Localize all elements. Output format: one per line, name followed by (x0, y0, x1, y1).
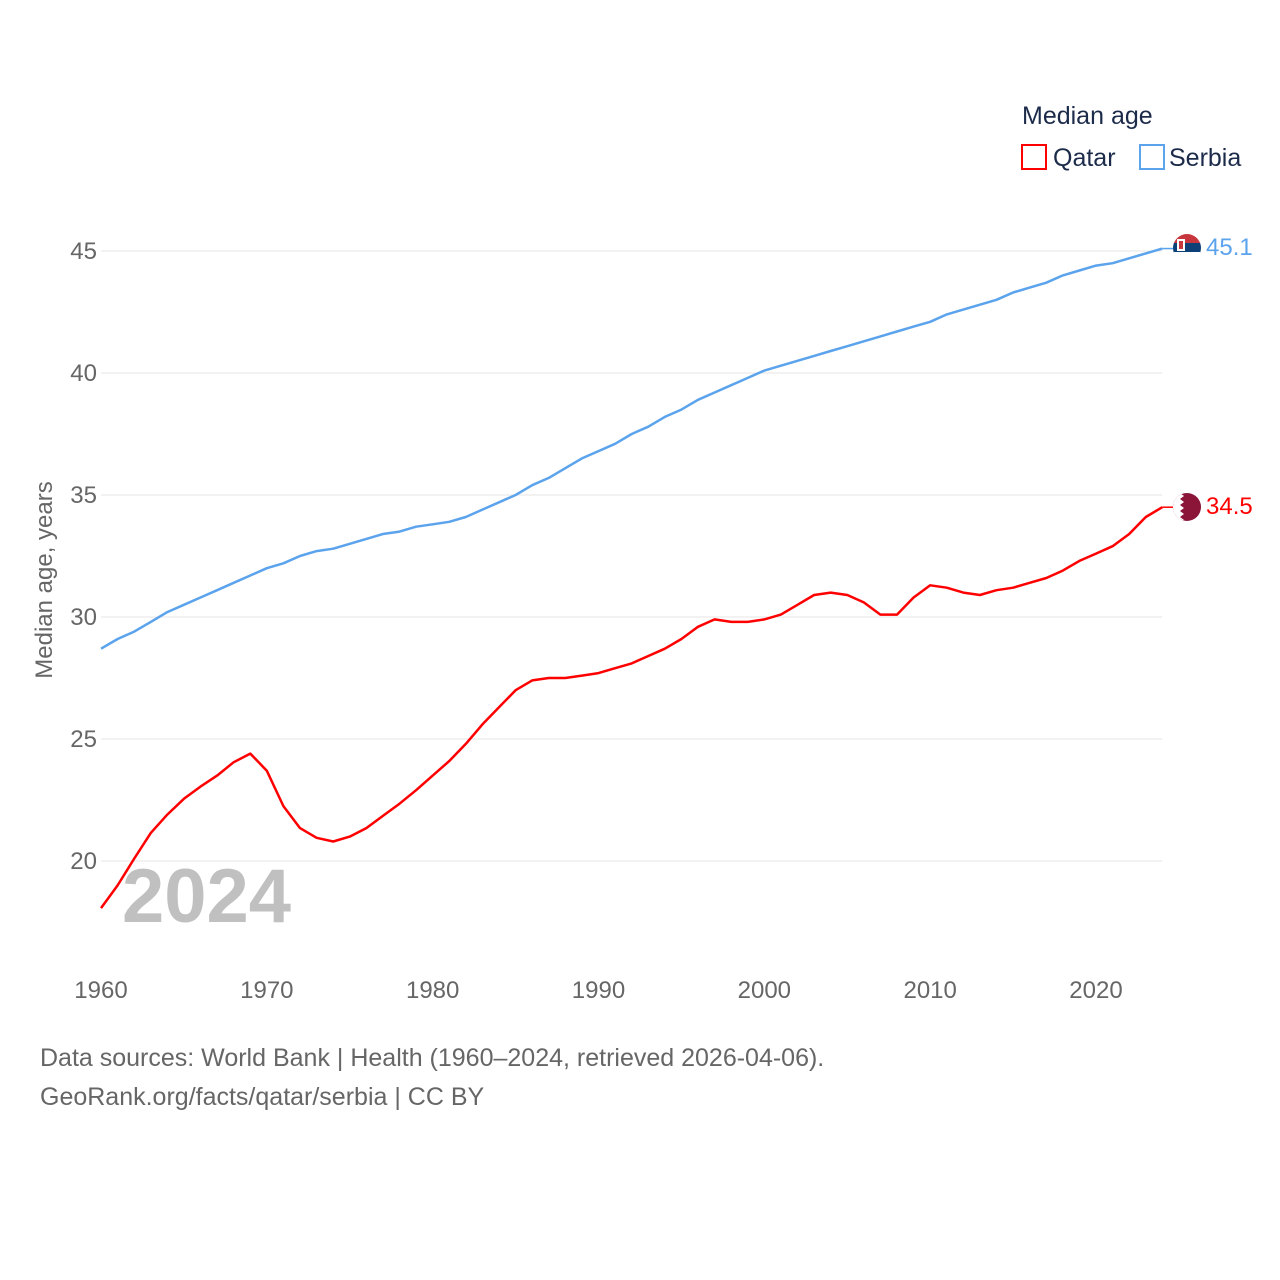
legend-swatch-qatar[interactable] (1021, 144, 1047, 170)
series-lines (99, 247, 1173, 909)
legend-label-qatar[interactable]: Qatar (1053, 144, 1116, 172)
y-tick-label: 35 (70, 482, 97, 509)
y-axis-ticks: 20 25 30 35 40 45 (70, 238, 97, 875)
serbia-end-label: 45.1 (1206, 234, 1253, 261)
legend-swatch-serbia[interactable] (1139, 144, 1165, 170)
serbia-flag-icon (1173, 234, 1201, 262)
qatar-end-label: 34.5 (1206, 493, 1253, 520)
y-tick-label: 30 (70, 604, 97, 631)
year-watermark: 2024 (122, 854, 291, 939)
y-axis-label: Median age, years (31, 481, 58, 678)
series-line-serbia (100, 247, 1163, 650)
qatar-flag-icon (1173, 493, 1201, 521)
x-tick-label: 1960 (74, 977, 127, 1004)
y-tick-label: 45 (70, 238, 97, 265)
x-tick-label: 2000 (738, 977, 791, 1004)
y-tick-label: 40 (70, 360, 97, 387)
x-tick-label: 1970 (240, 977, 293, 1004)
legend-title: Median age (1022, 102, 1153, 130)
data-source-note: Data sources: World Bank | Health (1960–… (40, 1044, 825, 1072)
legend-label-serbia[interactable]: Serbia (1169, 144, 1241, 172)
x-tick-label: 1990 (572, 977, 625, 1004)
x-tick-label: 1980 (406, 977, 459, 1004)
y-tick-label: 25 (70, 726, 97, 753)
series-line-qatar (99, 506, 1163, 909)
y-tick-label: 20 (70, 848, 97, 875)
x-axis-ticks: 1960 1970 1980 1990 2000 2010 2020 (74, 977, 1122, 1004)
attribution-link[interactable]: GeoRank.org/facts/qatar/serbia | CC BY (40, 1083, 485, 1111)
x-tick-label: 2010 (903, 977, 956, 1004)
x-tick-label: 2020 (1069, 977, 1122, 1004)
gridlines (101, 250, 1162, 862)
legend: Median age Qatar Serbia (1021, 102, 1241, 172)
